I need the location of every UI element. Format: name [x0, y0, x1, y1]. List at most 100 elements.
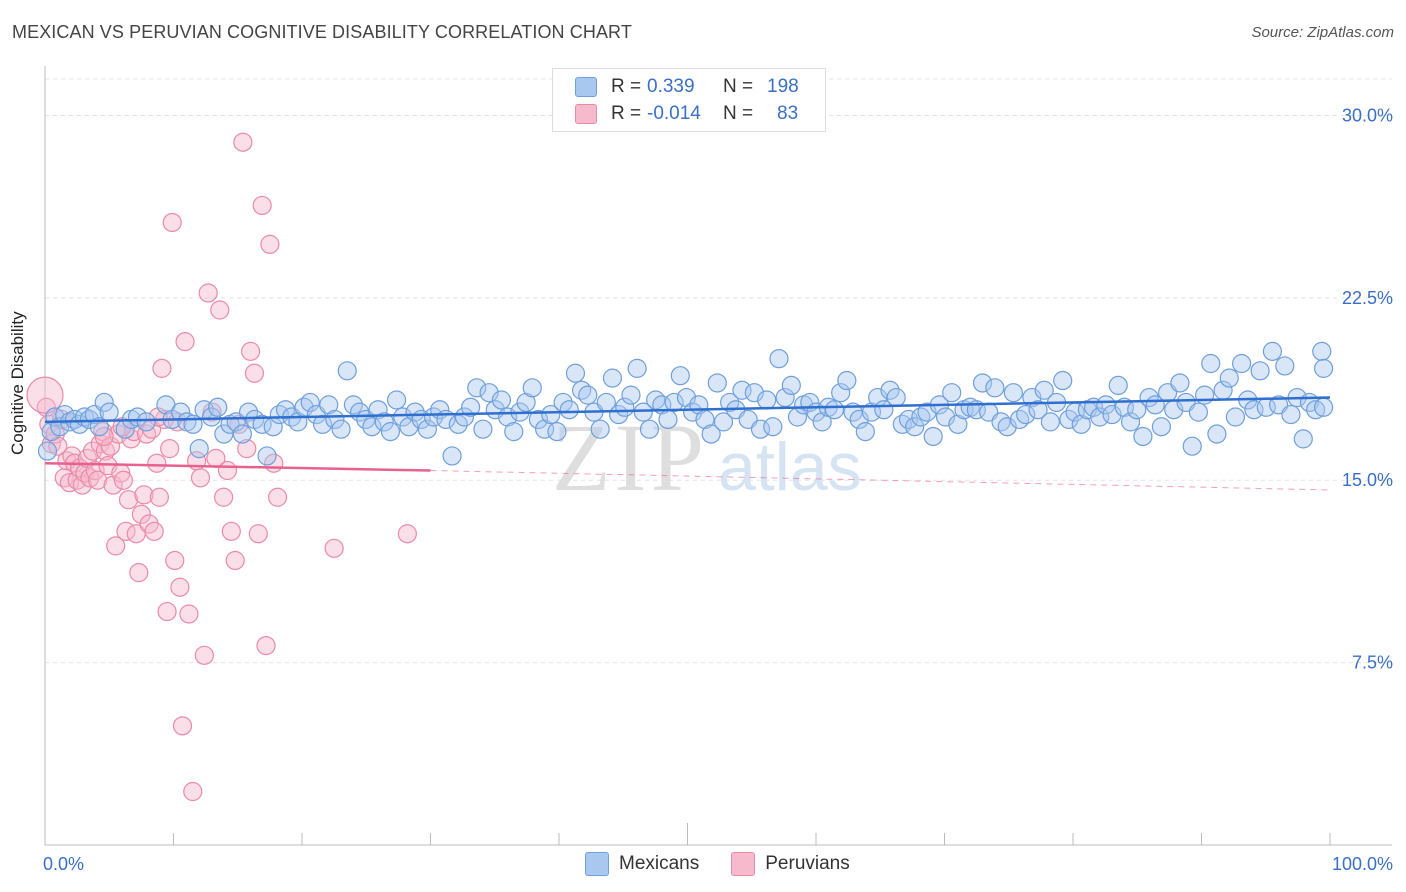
- point-mexicans: [257, 446, 277, 466]
- point-mexicans: [1096, 395, 1116, 415]
- point-mexicans: [1250, 361, 1270, 381]
- point-peruvians: [134, 485, 154, 505]
- point-peruvians: [179, 604, 199, 624]
- legend-row-peruvians: R = -0.014 N = 83: [575, 100, 798, 128]
- point-peruvians: [129, 563, 149, 583]
- point-mexicans: [1182, 436, 1202, 456]
- legend-r-label: R =: [611, 76, 642, 97]
- watermark-atlas: atlas: [718, 429, 862, 505]
- point-mexicans: [917, 402, 937, 422]
- series-mexicans: [37, 341, 1334, 466]
- point-mexicans: [136, 412, 156, 432]
- point-peruvians: [237, 439, 257, 459]
- point-mexicans: [923, 426, 943, 447]
- point-mexicans: [935, 407, 956, 427]
- x-tick-label: 0.0%: [43, 854, 84, 874]
- trend-line-mexicans: [44, 396, 1331, 424]
- trend-line-peruvians: [44, 461, 431, 472]
- point-mexicans: [1170, 373, 1190, 393]
- point-mexicans: [1040, 412, 1060, 432]
- point-mexicans: [559, 400, 579, 420]
- point-mexicans: [972, 373, 993, 393]
- point-peruvians: [147, 453, 167, 473]
- point-mexicans: [670, 366, 690, 386]
- legend-n-value: 83: [777, 103, 799, 124]
- point-mexicans: [886, 387, 906, 408]
- point-mexicans: [189, 439, 209, 459]
- point-peruvians: [131, 504, 151, 524]
- point-mexicans: [300, 392, 320, 413]
- point-mexicans: [547, 422, 567, 442]
- point-peruvians: [106, 536, 126, 556]
- point-mexicans: [590, 419, 610, 439]
- point-mexicans: [94, 392, 114, 413]
- point-peruvians: [267, 487, 288, 507]
- point-mexicans: [831, 383, 851, 403]
- point-mexicans: [837, 370, 857, 391]
- point-mexicans: [37, 441, 58, 461]
- point-mexicans: [1120, 412, 1141, 432]
- point-peruvians: [190, 468, 211, 488]
- point-mexicans: [775, 387, 795, 408]
- point-mexicans: [1194, 385, 1215, 405]
- point-mexicans: [812, 412, 832, 432]
- y-axis-label: Cognitive Disability: [8, 311, 27, 455]
- point-peruvians: [214, 487, 234, 507]
- point-mexicans: [504, 422, 524, 442]
- point-mexicans: [1102, 404, 1122, 425]
- point-peruvians: [221, 521, 241, 541]
- point-peruvians: [198, 283, 218, 303]
- legend-r-label: R =: [611, 103, 642, 124]
- legend-r-value: -0.014: [647, 103, 701, 124]
- point-peruvians: [94, 426, 114, 447]
- point-mexicans: [1219, 368, 1239, 388]
- point-mexicans: [905, 417, 925, 437]
- point-mexicans: [232, 424, 252, 444]
- point-mexicans: [541, 404, 561, 425]
- point-mexicans: [516, 392, 536, 413]
- point-mexicans: [522, 378, 542, 398]
- point-mexicans: [1313, 397, 1334, 417]
- point-peruvians: [113, 470, 133, 490]
- legend-n-label: N =: [723, 103, 754, 124]
- point-mexicans: [399, 417, 419, 437]
- point-mexicans: [479, 383, 499, 403]
- point-peruvians: [72, 475, 92, 495]
- point-peruvians: [183, 781, 203, 802]
- point-mexicans: [565, 363, 586, 383]
- point-mexicans: [417, 419, 438, 439]
- point-mexicans: [701, 424, 721, 444]
- point-mexicans: [707, 373, 727, 393]
- point-mexicans: [386, 390, 407, 410]
- legend-n-label: N =: [723, 76, 754, 97]
- point-mexicans: [528, 409, 549, 430]
- point-mexicans: [824, 400, 845, 420]
- point-peruvians: [149, 487, 169, 507]
- point-peruvians: [118, 490, 139, 510]
- point-peruvians-large: [26, 376, 64, 414]
- point-mexicans: [1090, 407, 1110, 427]
- legend-swatch-blue: [575, 77, 597, 97]
- point-mexicans: [312, 414, 333, 434]
- point-mexicans: [602, 368, 623, 388]
- legend-row-mexicans: R = 0.339 N = 198: [575, 73, 799, 101]
- point-peruvians: [217, 460, 238, 481]
- bottom-legend-label: Mexicans: [619, 853, 700, 874]
- point-mexicans: [658, 409, 678, 430]
- point-mexicans: [1207, 424, 1227, 444]
- point-peruvians: [260, 234, 280, 254]
- y-tick-label: 15.0%: [1342, 470, 1393, 490]
- point-mexicans: [454, 407, 475, 427]
- tick-labels: 7.5% 15.0% 22.5% 30.0% 0.0% 100.0%: [43, 105, 1393, 874]
- point-peruvians: [194, 645, 214, 665]
- point-mexicans: [362, 417, 382, 437]
- point-mexicans: [1016, 404, 1036, 425]
- point-peruvians: [210, 300, 230, 320]
- point-peruvians: [225, 550, 245, 571]
- point-mexicans: [861, 402, 882, 422]
- point-mexicans: [627, 358, 647, 378]
- point-mexicans: [763, 417, 783, 437]
- point-mexicans: [1201, 353, 1221, 374]
- point-mexicans: [1281, 404, 1301, 425]
